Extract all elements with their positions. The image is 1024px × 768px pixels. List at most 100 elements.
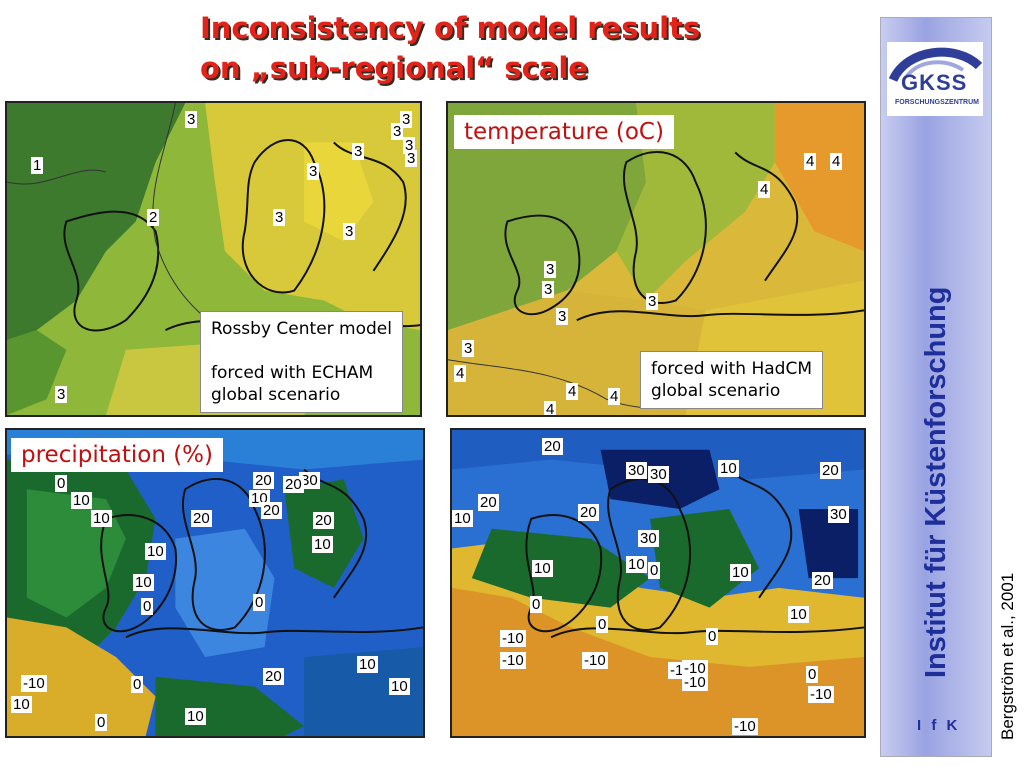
contour-label: 0 — [141, 598, 154, 615]
contour-label: 30 — [299, 472, 320, 489]
contour-label: 10 — [71, 492, 92, 509]
contour-label: 10 — [133, 574, 154, 591]
gkss-logo: GKSS FORSCHUNGSZENTRUM — [887, 42, 983, 116]
contour-label: 10 — [91, 510, 112, 527]
contour-label: 2 — [147, 209, 160, 226]
contour-label: 4 — [758, 181, 771, 198]
contour-label: 10 — [452, 510, 473, 527]
contour-label: 4 — [608, 388, 621, 405]
contour-label: 3 — [307, 163, 320, 180]
contour-label: 20 — [253, 472, 274, 489]
contour-label: 4 — [454, 365, 467, 382]
logo-subtext: FORSCHUNGSZENTRUM — [895, 99, 979, 106]
precipitation-label: precipitation (%) — [11, 438, 224, 472]
contour-label: 1 — [31, 157, 44, 174]
hadcm-note: forced with HadCM global scenario — [640, 351, 824, 409]
contour-label: 10 — [312, 536, 333, 553]
institute-sidebar: GKSS FORSCHUNGSZENTRUM — [880, 17, 992, 757]
contour-label: -1 — [668, 662, 686, 679]
contour-label: -10 — [21, 675, 47, 692]
contour-label: 10 — [532, 560, 553, 577]
contour-label: -10 — [808, 686, 834, 703]
contour-label: 20 — [820, 462, 841, 479]
rossby-note-line1: Rossby Center model — [211, 319, 392, 339]
contour-label: 20 — [261, 502, 282, 519]
contour-label: 30 — [648, 466, 669, 483]
contour-label: 20 — [478, 494, 499, 511]
rossby-note: Rossby Center model forced with ECHAM gl… — [200, 311, 403, 413]
contour-label: 10 — [185, 708, 206, 725]
contour-label: 3 — [55, 386, 68, 403]
contour-label: 20 — [283, 476, 304, 493]
contour-label: 0 — [95, 714, 108, 731]
contour-label: 3 — [544, 261, 557, 278]
temperature-label: temperature (oC) — [454, 115, 674, 149]
hadcm-note-line2: global scenario — [651, 381, 781, 401]
contour-label: 10 — [788, 606, 809, 623]
contour-label: 0 — [596, 616, 609, 633]
slide-title-line1: Inconsistency of model results — [200, 11, 701, 45]
precipitation-map-echam: precipitation (%) 0 10 10 10 0 20 10 30 … — [5, 428, 425, 738]
contour-label: 0 — [648, 562, 661, 579]
citation: Bergström et al., 2001 — [998, 572, 1017, 740]
contour-label: 0 — [253, 594, 266, 611]
contour-label: 10 — [11, 696, 32, 713]
contour-label: 3 — [273, 209, 286, 226]
contour-label: 20 — [191, 510, 212, 527]
precipitation-map-echam-graphic — [7, 430, 423, 736]
institute-name: Institut für Küstenforschung — [920, 286, 952, 678]
contour-label: 10 — [389, 678, 410, 695]
contour-label: -10 — [682, 660, 708, 677]
rossby-note-line2: forced with ECHAM — [211, 363, 374, 383]
contour-label: -10 — [500, 630, 526, 647]
contour-label: 3 — [403, 137, 416, 154]
contour-label: -10 — [582, 652, 608, 669]
temperature-map-hadcm: temperature (oC) 3 3 3 3 3 4 4 4 4 4 4 4… — [446, 101, 866, 417]
contour-label: 4 — [830, 153, 843, 170]
contour-label: 3 — [405, 150, 418, 167]
contour-label: 3 — [556, 308, 569, 325]
slide-title: Inconsistency of model results on „sub-r… — [200, 8, 820, 88]
contour-label: 3 — [400, 111, 413, 128]
contour-label: 20 — [542, 438, 563, 455]
contour-label: 3 — [343, 223, 356, 240]
contour-label: -10 — [732, 718, 758, 735]
contour-label: 10 — [730, 564, 751, 581]
contour-label: 20 — [263, 668, 284, 685]
temperature-map-echam: 1 2 3 3 3 3 3 3 3 3 3 3 Rossby Center mo… — [5, 101, 422, 417]
contour-label: 3 — [185, 111, 198, 128]
contour-label: 0 — [806, 666, 819, 683]
ifk-label: I f K — [917, 717, 961, 734]
contour-label: 4 — [566, 383, 579, 400]
contour-label: 20 — [812, 572, 833, 589]
contour-label: 20 — [313, 512, 334, 529]
contour-label: 0 — [55, 475, 68, 492]
contour-label: 0 — [706, 628, 719, 645]
hadcm-note-line1: forced with HadCM — [651, 359, 813, 379]
contour-label: 4 — [544, 401, 557, 417]
contour-label: 3 — [352, 143, 365, 160]
slide-title-line2: on „sub-regional“ scale — [200, 51, 588, 85]
contour-label: 30 — [828, 506, 849, 523]
note-spacer — [211, 340, 392, 362]
contour-label: -10 — [500, 652, 526, 669]
contour-label: 10 — [357, 656, 378, 673]
precipitation-map-hadcm: 20 30 30 10 20 10 20 20 30 30 10 10 0 10… — [450, 428, 866, 738]
contour-label: 3 — [542, 281, 555, 298]
contour-label: 0 — [131, 676, 144, 693]
contour-label: 3 — [462, 340, 475, 357]
contour-label: 3 — [646, 293, 659, 310]
contour-label: 10 — [145, 543, 166, 560]
contour-label: 10 — [626, 556, 647, 573]
rossby-note-line3: global scenario — [211, 385, 341, 405]
contour-label: 10 — [718, 460, 739, 477]
contour-label: 30 — [626, 462, 647, 479]
contour-label: 20 — [578, 504, 599, 521]
contour-label: 4 — [804, 153, 817, 170]
logo-text: GKSS — [901, 70, 968, 95]
contour-label: 30 — [638, 530, 659, 547]
temperature-map-echam-graphic — [7, 103, 420, 415]
contour-label: 0 — [530, 596, 543, 613]
contour-label: -10 — [682, 674, 708, 691]
gkss-arc-icon — [888, 47, 983, 83]
